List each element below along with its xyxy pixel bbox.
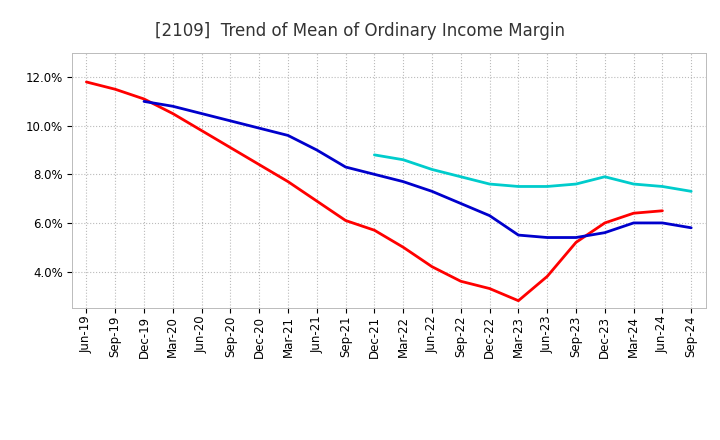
3 Years xyxy=(572,240,580,245)
5 Years xyxy=(629,220,638,226)
5 Years xyxy=(543,235,552,240)
Line: 3 Years: 3 Years xyxy=(86,82,662,301)
3 Years xyxy=(140,96,148,102)
Text: [2109]  Trend of Mean of Ordinary Income Margin: [2109] Trend of Mean of Ordinary Income … xyxy=(155,22,565,40)
3 Years xyxy=(543,274,552,279)
3 Years xyxy=(428,264,436,269)
7 Years xyxy=(658,184,667,189)
3 Years xyxy=(600,220,609,226)
7 Years xyxy=(687,189,696,194)
5 Years xyxy=(428,189,436,194)
5 Years xyxy=(658,220,667,226)
7 Years xyxy=(456,174,465,180)
7 Years xyxy=(629,181,638,187)
3 Years xyxy=(284,179,292,184)
Line: 5 Years: 5 Years xyxy=(144,101,691,238)
3 Years xyxy=(485,286,494,291)
3 Years xyxy=(82,79,91,84)
Line: 7 Years: 7 Years xyxy=(374,155,691,191)
5 Years xyxy=(226,118,235,124)
3 Years xyxy=(168,111,177,116)
7 Years xyxy=(572,181,580,187)
5 Years xyxy=(572,235,580,240)
5 Years xyxy=(600,230,609,235)
7 Years xyxy=(370,152,379,158)
3 Years xyxy=(226,145,235,150)
3 Years xyxy=(341,218,350,223)
3 Years xyxy=(629,211,638,216)
3 Years xyxy=(514,298,523,303)
5 Years xyxy=(197,111,206,116)
3 Years xyxy=(255,162,264,167)
5 Years xyxy=(456,201,465,206)
5 Years xyxy=(255,125,264,131)
3 Years xyxy=(456,279,465,284)
3 Years xyxy=(658,208,667,213)
5 Years xyxy=(284,133,292,138)
5 Years xyxy=(399,179,408,184)
5 Years xyxy=(140,99,148,104)
3 Years xyxy=(111,87,120,92)
3 Years xyxy=(312,198,321,204)
3 Years xyxy=(370,227,379,233)
7 Years xyxy=(514,184,523,189)
7 Years xyxy=(600,174,609,180)
5 Years xyxy=(687,225,696,231)
5 Years xyxy=(370,172,379,177)
5 Years xyxy=(168,104,177,109)
3 Years xyxy=(399,245,408,250)
5 Years xyxy=(485,213,494,218)
5 Years xyxy=(514,232,523,238)
7 Years xyxy=(543,184,552,189)
7 Years xyxy=(485,181,494,187)
7 Years xyxy=(428,167,436,172)
5 Years xyxy=(341,165,350,170)
7 Years xyxy=(399,157,408,162)
5 Years xyxy=(312,147,321,153)
3 Years xyxy=(197,128,206,133)
